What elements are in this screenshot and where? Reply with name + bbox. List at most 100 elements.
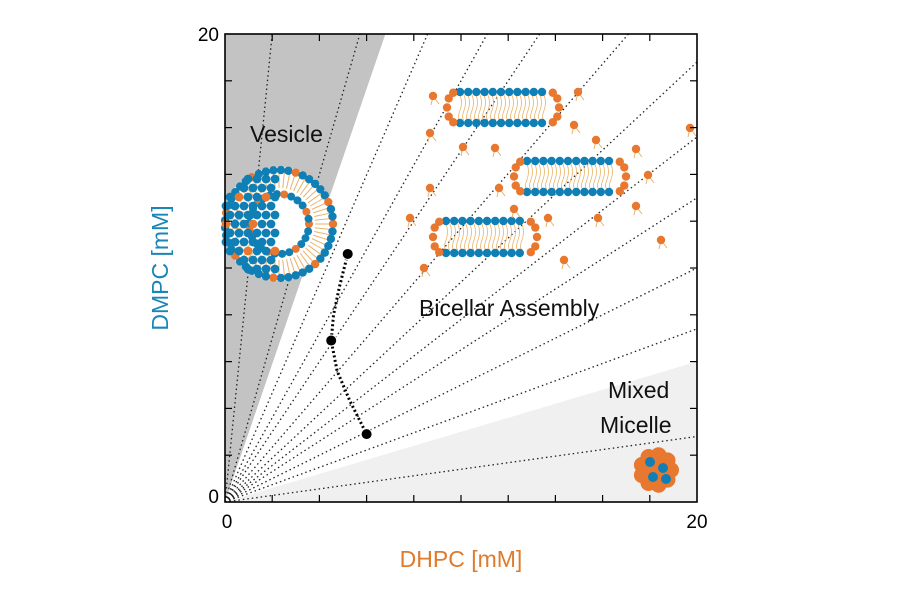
lipid-tail xyxy=(285,259,291,275)
dmpc-headgroup xyxy=(522,156,532,166)
dmpc-headgroup xyxy=(480,118,489,128)
dhpc-headgroup xyxy=(444,94,453,103)
shell-headgroup xyxy=(252,228,262,238)
dhpc-headgroup xyxy=(559,255,569,265)
lipid-tail xyxy=(289,258,296,274)
dmpc-headgroup xyxy=(472,87,481,97)
dhpc-headgroup xyxy=(620,181,629,190)
dhpc-headgroup xyxy=(532,232,542,242)
lipid-tail xyxy=(464,223,468,251)
y-tick-label-20: 20 xyxy=(198,25,219,46)
dhpc-headgroup xyxy=(553,94,562,103)
lipid-tail xyxy=(282,259,285,276)
lipid-tail xyxy=(302,185,315,198)
shell-headgroup xyxy=(243,210,253,220)
outer-headgroup xyxy=(291,168,300,177)
lipid-tail xyxy=(311,238,327,246)
lipid-tail xyxy=(309,197,325,207)
lipid-tail xyxy=(605,163,609,190)
dhpc-headgroup xyxy=(656,235,666,245)
outer-headgroup xyxy=(324,197,333,207)
dhpc-headgroup xyxy=(430,223,439,232)
dmpc-headgroup xyxy=(496,87,506,97)
shell-headgroup xyxy=(257,237,267,247)
lipid-tail xyxy=(500,223,504,251)
region-bicellar-assembly xyxy=(225,34,697,502)
inner-headgroup xyxy=(280,190,289,199)
lipid-tail xyxy=(484,223,488,251)
inner-headgroup xyxy=(291,244,300,253)
lipid-tail xyxy=(285,173,291,189)
shell-headgroup xyxy=(270,174,280,184)
dhpc-headgroup xyxy=(430,242,439,251)
lipid-tail xyxy=(314,212,330,218)
shell-headgroup xyxy=(243,228,253,238)
shell-headgroup xyxy=(261,192,271,202)
lipid-tail xyxy=(444,223,448,251)
lipid-tail xyxy=(537,163,541,190)
shell-headgroup xyxy=(239,237,249,247)
dhpc-headgroup xyxy=(425,128,435,138)
lipid-tail xyxy=(296,254,306,270)
lipid-tail xyxy=(529,163,533,190)
lipid-tail xyxy=(313,207,329,214)
outer-headgroup xyxy=(328,212,337,221)
lipid-tail xyxy=(478,94,482,121)
dmpc-headgroup xyxy=(572,187,581,197)
dhpc-headgroup xyxy=(621,172,631,181)
lipid-tail xyxy=(307,193,322,204)
lipid-tail xyxy=(565,163,569,190)
lipid-tail xyxy=(482,94,486,121)
free-dhpc xyxy=(593,213,605,228)
micelle-dmpc-headgroup xyxy=(648,472,658,482)
shell-headgroup xyxy=(248,219,258,229)
shell-headgroup xyxy=(248,255,258,265)
dhpc-headgroup xyxy=(428,91,438,101)
dhpc-headgroup xyxy=(511,181,520,190)
dilution-line-8 xyxy=(225,136,697,502)
lipid-tail xyxy=(525,163,529,190)
outer-headgroup xyxy=(328,219,338,229)
free-dhpc xyxy=(494,183,506,198)
lipid-tail xyxy=(573,163,577,190)
outer-headgroup xyxy=(326,204,336,214)
shell-headgroup xyxy=(266,219,276,229)
free-dhpc xyxy=(428,91,440,106)
shell-headgroup xyxy=(270,246,280,256)
dhpc-headgroup xyxy=(593,213,603,223)
dhpc-headgroup xyxy=(509,204,519,214)
dhpc-headgroup xyxy=(449,118,458,127)
dmpc-headgroup xyxy=(466,216,475,226)
dmpc-headgroup xyxy=(588,156,597,166)
shell-headgroup xyxy=(248,183,258,193)
shell-headgroup xyxy=(234,228,244,238)
micelle-dmpc-headgroup xyxy=(645,457,655,467)
free-dhpc xyxy=(559,255,571,270)
dmpc-headgroup xyxy=(513,118,522,128)
dmpc-headgroup xyxy=(464,118,473,128)
lipid-tail xyxy=(468,223,472,251)
free-dhpc xyxy=(591,135,603,150)
data-point-2 xyxy=(325,334,338,347)
shell-headgroup xyxy=(221,237,231,247)
dmpc-headgroup xyxy=(450,216,459,226)
inner-headgroup xyxy=(278,249,287,258)
dhpc-headgroup xyxy=(620,163,629,172)
inner-headgroup xyxy=(298,201,307,210)
region-label-vesicle: Vesicle xyxy=(250,121,323,147)
dhpc-headgroup xyxy=(435,217,444,226)
dmpc-headgroup xyxy=(455,118,465,128)
dmpc-headgroup xyxy=(537,118,547,128)
shell-headgroup xyxy=(252,174,262,184)
dhpc-headgroup xyxy=(526,248,535,257)
dmpc-headgroup xyxy=(529,118,538,128)
dmpc-headgroup xyxy=(491,248,500,258)
shell-headgroup xyxy=(230,237,240,247)
dhpc-headgroup xyxy=(573,87,583,97)
dhpc-headgroup xyxy=(631,201,641,211)
x-axis-title: DHPC [mM] xyxy=(400,546,523,572)
shell-headgroup xyxy=(261,264,271,274)
bicelle xyxy=(442,87,564,128)
lipid-tail xyxy=(581,163,585,190)
shell-headgroup xyxy=(239,201,249,211)
